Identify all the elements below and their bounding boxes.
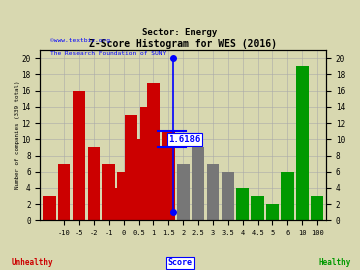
Bar (251, 196, 264, 220)
Text: 1.6186: 1.6186 (168, 135, 201, 144)
Bar (281, 172, 294, 220)
Y-axis label: Number of companies (339 total): Number of companies (339 total) (15, 81, 20, 190)
Bar (237, 188, 249, 220)
Bar (110, 188, 122, 220)
Bar (117, 172, 130, 220)
Title: Z-Score Histogram for WES (2016): Z-Score Histogram for WES (2016) (89, 39, 277, 49)
Bar (162, 131, 175, 220)
Text: Sector: Energy: Sector: Energy (142, 28, 218, 37)
Text: Unhealthy: Unhealthy (12, 258, 53, 267)
Text: Score: Score (167, 258, 193, 267)
Bar (58, 164, 71, 220)
Bar (266, 204, 279, 220)
Bar (154, 147, 167, 220)
Text: The Research Foundation of SUNY: The Research Foundation of SUNY (50, 51, 167, 56)
Bar (177, 164, 189, 220)
Text: ©www.textbiz.org: ©www.textbiz.org (50, 38, 111, 43)
Bar (207, 164, 219, 220)
Bar (311, 196, 323, 220)
Bar (221, 172, 234, 220)
Bar (296, 66, 309, 220)
Bar (125, 115, 138, 220)
Bar (132, 139, 145, 220)
Bar (87, 147, 100, 220)
Bar (147, 83, 160, 220)
Bar (140, 107, 152, 220)
Bar (73, 91, 85, 220)
Bar (103, 164, 115, 220)
Bar (192, 147, 204, 220)
Text: Healthy: Healthy (319, 258, 351, 267)
Bar (43, 196, 55, 220)
